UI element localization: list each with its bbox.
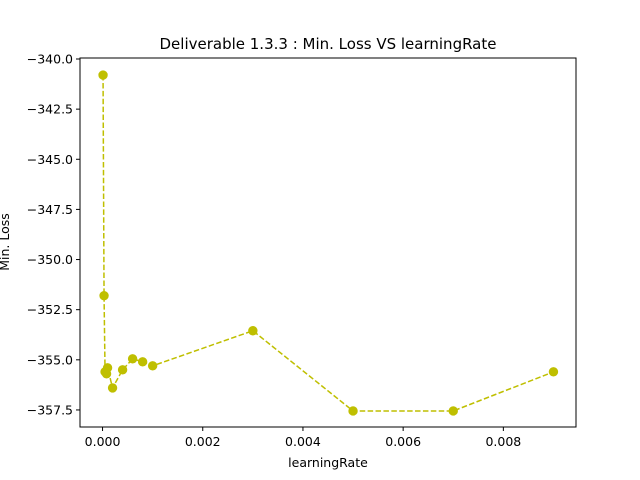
data-point <box>127 354 138 364</box>
data-point <box>137 357 148 367</box>
data-point <box>99 290 109 301</box>
x-tick-label: 0.004 <box>285 434 321 449</box>
y-axis: −340.0 −342.5 −345.0 −347.5 −350.0 −352.5 −355… <box>27 52 80 417</box>
data-point <box>98 70 108 80</box>
y-axis-title: Min. Loss <box>0 213 12 271</box>
y-tick-label: −342.5 <box>27 102 73 117</box>
chart-title: Deliverable 1.3.3 : Min. Loss VS learnin… <box>160 35 497 53</box>
y-tick-label: −345.0 <box>27 152 73 167</box>
data-point <box>248 326 258 336</box>
data-point <box>147 361 158 371</box>
data-point <box>448 406 458 416</box>
x-axis: 0.000 0.002 0.004 0.006 0.008 <box>85 427 521 449</box>
data-point <box>548 367 559 377</box>
data-point <box>107 383 118 393</box>
y-tick-label: −355.0 <box>27 352 73 367</box>
data-point <box>102 363 113 373</box>
series-layer <box>98 70 559 416</box>
y-tick-label: −340.0 <box>27 52 73 67</box>
y-tick-label: −350.0 <box>27 252 73 267</box>
x-tick-label: 0.006 <box>385 434 421 449</box>
x-axis-title: learningRate <box>288 455 368 470</box>
y-tick-label: −347.5 <box>27 202 73 217</box>
y-tick-label: −352.5 <box>27 302 73 317</box>
x-tick-label: 0.002 <box>185 434 221 449</box>
x-tick-label: 0.000 <box>85 434 121 449</box>
data-point <box>348 406 358 416</box>
series-line <box>102 75 554 412</box>
x-tick-label: 0.008 <box>485 434 521 449</box>
y-tick-label: −357.5 <box>27 402 73 417</box>
plot-area-frame <box>79 57 577 428</box>
data-point <box>117 365 128 375</box>
